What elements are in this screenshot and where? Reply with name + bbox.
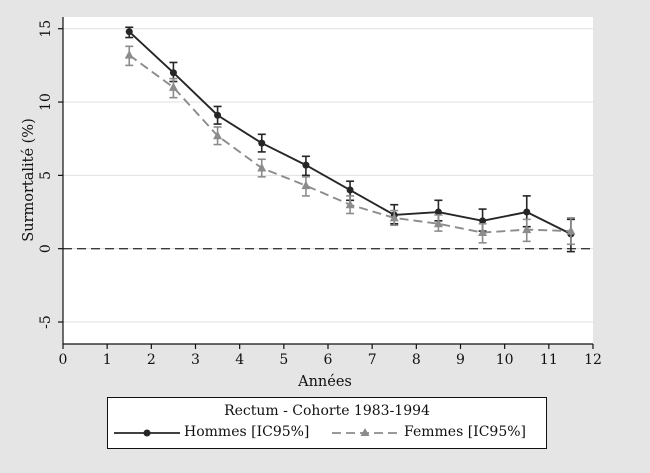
data-point xyxy=(258,139,266,147)
data-point xyxy=(125,28,133,36)
data-point xyxy=(478,227,488,237)
data-point xyxy=(301,180,311,190)
data-point xyxy=(214,111,222,119)
data-point xyxy=(169,69,177,77)
x-tick-label: 11 xyxy=(540,352,558,368)
x-tick-label: 1 xyxy=(103,352,112,368)
data-point xyxy=(213,130,223,140)
data-point xyxy=(124,50,134,59)
x-tick-label: 5 xyxy=(279,352,288,368)
legend-title: Rectum - Cohorte 1983-1994 xyxy=(224,403,430,419)
series-hommes xyxy=(125,26,575,253)
plot-area xyxy=(63,17,593,344)
data-point xyxy=(345,199,355,209)
legend: Rectum - Cohorte 1983-1994 Hommes [IC95%… xyxy=(107,397,547,449)
legend-label-hommes: Hommes [IC95%] xyxy=(184,424,310,440)
data-point xyxy=(433,218,443,228)
x-tick-label: 12 xyxy=(584,352,602,368)
legend-sample-hommes xyxy=(114,429,180,437)
data-point xyxy=(168,82,178,91)
data-point xyxy=(523,208,531,216)
x-tick-label: 9 xyxy=(456,352,465,368)
x-tick-label: 3 xyxy=(191,352,200,368)
y-tick-label: 0 xyxy=(38,244,54,253)
data-point xyxy=(434,208,442,216)
y-tick-label: 10 xyxy=(38,93,54,111)
x-tick-label: 10 xyxy=(496,352,514,368)
x-tick-label: 0 xyxy=(59,352,68,368)
x-tick-label: 8 xyxy=(412,352,421,368)
data-point xyxy=(257,163,267,172)
x-tick-label: 7 xyxy=(368,352,377,368)
data-point xyxy=(346,186,354,194)
x-axis-title: Années xyxy=(297,374,352,390)
y-axis-title: Surmortalité (%) xyxy=(21,118,37,241)
x-tick-label: 4 xyxy=(235,352,244,368)
legend-sample-femmes xyxy=(332,428,398,436)
x-tick-label: 2 xyxy=(147,352,156,368)
series-femmes xyxy=(124,45,576,246)
y-tick-label: 15 xyxy=(38,20,54,38)
x-tick-label: 6 xyxy=(324,352,333,368)
series xyxy=(124,26,576,253)
y-tick-label: 5 xyxy=(38,171,54,180)
y-tick-label: -5 xyxy=(38,315,54,329)
data-point xyxy=(566,226,576,235)
data-point xyxy=(302,161,310,169)
data-point xyxy=(522,224,532,234)
data-point xyxy=(479,217,487,225)
data-point xyxy=(389,212,399,222)
legend-label-femmes: Femmes [IC95%] xyxy=(404,424,526,440)
